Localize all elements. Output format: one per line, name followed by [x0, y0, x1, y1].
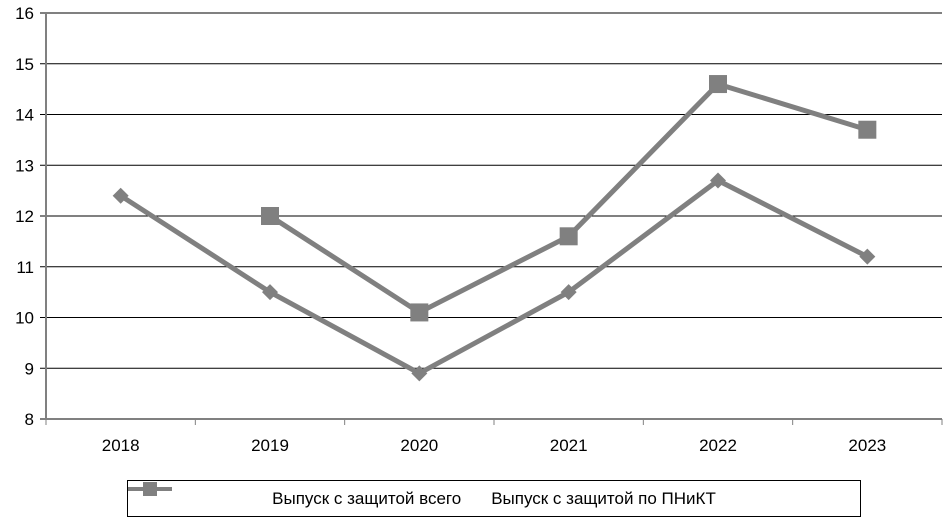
data-point-square — [709, 75, 727, 94]
y-tick-label: 8 — [25, 410, 34, 429]
data-point-diamond — [859, 248, 876, 265]
series-line — [119, 177, 869, 377]
x-tick-label: 2020 — [400, 436, 438, 455]
y-tick-label: 9 — [25, 359, 34, 378]
y-tick-label: 13 — [15, 156, 34, 175]
data-point-square — [559, 227, 578, 246]
data-point-diamond — [560, 284, 577, 301]
data-point-square — [410, 303, 429, 322]
legend-item-total: Выпуск с защитой всего — [128, 482, 462, 509]
data-point-diamond — [112, 187, 129, 204]
x-tick-label: 2018 — [102, 436, 140, 455]
data-point-diamond — [262, 284, 278, 301]
y-tick-label: 12 — [15, 207, 34, 226]
legend: Выпуск с защитой всего Выпуск с защитой … — [127, 480, 861, 517]
y-tick-label: 14 — [15, 106, 34, 125]
legend-label: Выпуск с защитой всего — [272, 488, 462, 508]
y-tick-label: 16 — [15, 4, 34, 23]
x-tick-label: 2022 — [699, 436, 737, 455]
data-point-diamond — [411, 365, 428, 382]
y-tick-label: 10 — [15, 309, 34, 328]
y-tick-label: 15 — [15, 55, 34, 74]
data-point-square — [858, 120, 877, 139]
data-point-square — [261, 207, 279, 225]
y-tick-label: 11 — [16, 258, 34, 277]
x-tick-label: 2023 — [848, 436, 886, 455]
x-tick-label: 2019 — [251, 436, 289, 455]
legend-label: Выпуск с защитой по ПНиКТ — [491, 488, 716, 508]
legend-item-pnikt: Выпуск с защитой по ПНиКТ — [128, 482, 716, 509]
plot-area: 8 9 10 11 12 13 14 15 16 2018 2019 2020 2021 2022 2023 — [15, 4, 943, 455]
data-point-diamond — [710, 172, 726, 189]
x-tick-label: 2021 — [550, 436, 588, 455]
square-marker-icon — [128, 482, 172, 496]
series-line — [268, 81, 869, 316]
